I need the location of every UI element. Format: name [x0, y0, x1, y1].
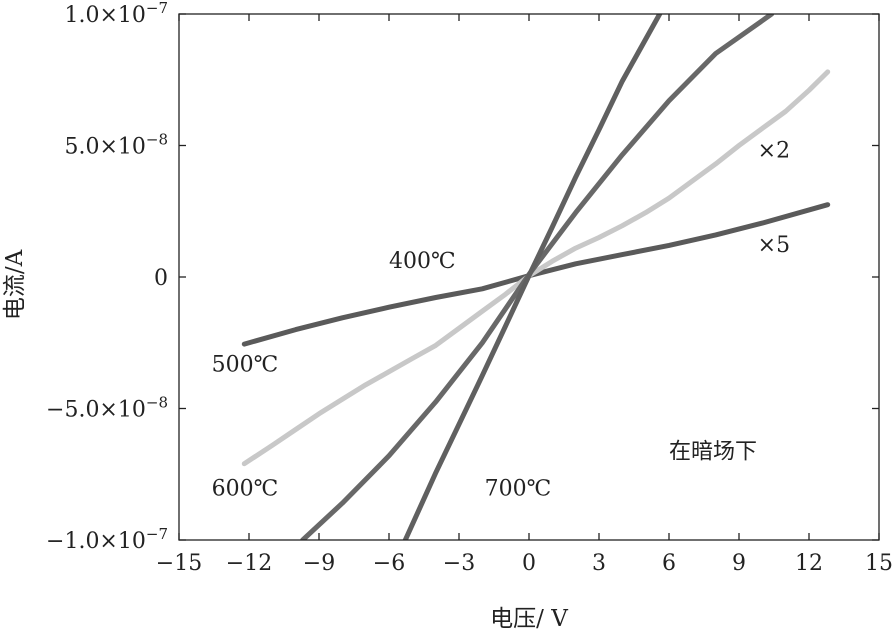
x-tick-label: 9	[732, 551, 746, 576]
y-tick-label: 1.0×10−7	[64, 0, 168, 28]
x-tick-label: 3	[592, 551, 606, 576]
annotation-layer: 400℃ 500℃ 600℃ 700℃ ×2 ×5 在暗场下	[212, 138, 790, 501]
x-tick-label: 15	[865, 551, 893, 576]
y-axis-title: 电流/A	[2, 249, 28, 320]
annotation-label-5: ×2	[758, 138, 790, 163]
annotation-label-2: 500℃	[212, 353, 279, 378]
x-tick-label: −3	[443, 551, 475, 576]
annotation-label-6: ×5	[758, 233, 790, 258]
x-tick-label: −9	[303, 551, 335, 576]
x-tick-label: 12	[795, 551, 823, 576]
annotation-label-3: 600℃	[212, 476, 279, 501]
y-tick-label: −1.0×10−7	[46, 525, 168, 554]
series-line-4	[402, 14, 663, 540]
y-tick-label: 0	[154, 266, 168, 291]
x-tick-label: −12	[226, 551, 272, 576]
annotation-label-4: 700℃	[485, 476, 552, 501]
labels-layer: 电压/ V 电流/A	[2, 249, 568, 632]
ticks-layer: −15 −12 −9 −6 −3 0 3 6 9 12 15 1.0×10−7 5.0×10−8 0 −5.…	[46, 0, 893, 576]
x-tick-label: 0	[522, 551, 536, 576]
x-tick-label: −6	[373, 551, 405, 576]
x-tick-label: −15	[156, 551, 202, 576]
series-line-1	[241, 202, 831, 347]
series-layer	[241, 14, 831, 540]
annotation-label-7: 在暗场下	[669, 439, 757, 464]
x-axis-title: 电压/ V	[490, 606, 568, 632]
series-line-2	[241, 69, 831, 467]
annotation-label-1: 400℃	[389, 249, 456, 274]
y-tick-label: −5.0×10−8	[46, 394, 168, 423]
x-tick-label: 6	[662, 551, 676, 576]
y-tick-label: 5.0×10−8	[64, 131, 168, 160]
